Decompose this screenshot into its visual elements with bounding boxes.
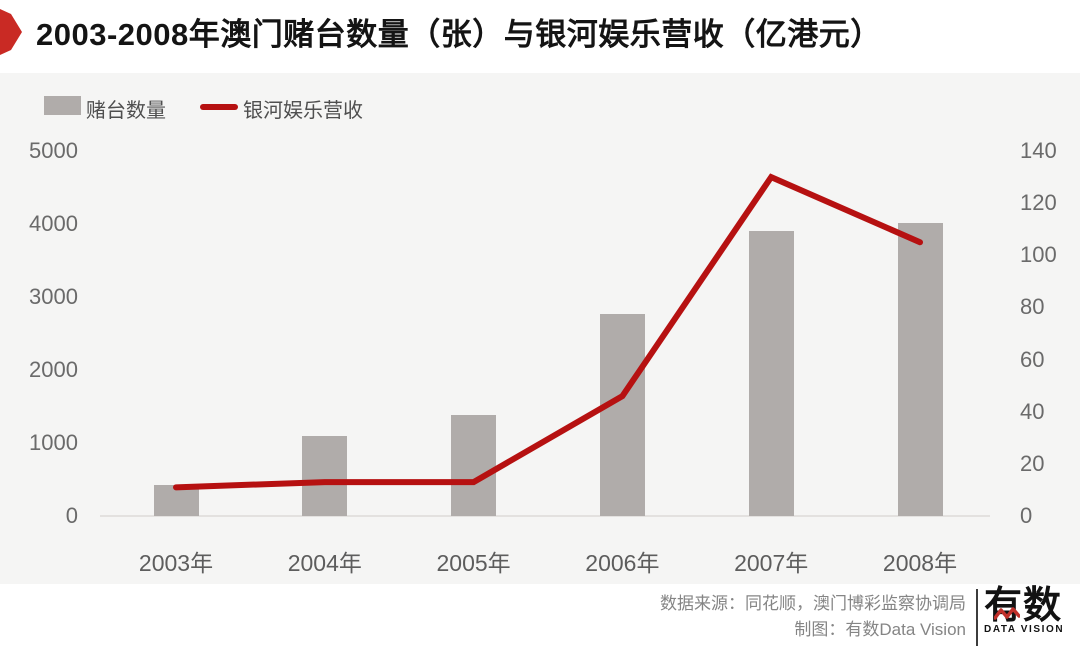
legend-bar-swatch-icon: [44, 96, 81, 115]
credits: 数据来源：同花顺，澳门博彩监察协调局 制图：有数Data Vision: [660, 591, 966, 643]
legend-line-label: 银河娱乐营收: [243, 100, 363, 122]
footer-divider: [976, 589, 978, 646]
brand-logo: 有数 DATA VISION: [984, 584, 1076, 635]
legend-line-swatch-icon: [200, 104, 238, 110]
logo-zigzag-icon: [994, 607, 1020, 620]
title-ribbon-icon: [0, 9, 22, 55]
credit-line: 制图：有数Data Vision: [794, 620, 966, 639]
legend: 赌台数量 银河娱乐营收: [0, 73, 1080, 122]
logo-subtext: DATA VISION: [984, 624, 1065, 635]
data-source-line: 数据来源：同花顺，澳门博彩监察协调局: [660, 594, 966, 613]
header: 2003-2008年澳门赌台数量（张）与银河娱乐营收（亿港元）: [0, 0, 1080, 73]
legend-bar-label: 赌台数量: [86, 100, 166, 122]
chart-panel: 赌台数量 银河娱乐营收: [0, 73, 1080, 584]
chart-title: 2003-2008年澳门赌台数量（张）与银河娱乐营收（亿港元）: [36, 17, 882, 52]
logo-text: 有数: [984, 585, 1063, 627]
footer: 数据来源：同花顺，澳门博彩监察协调局 制图：有数Data Vision 有数 D…: [0, 584, 1080, 649]
